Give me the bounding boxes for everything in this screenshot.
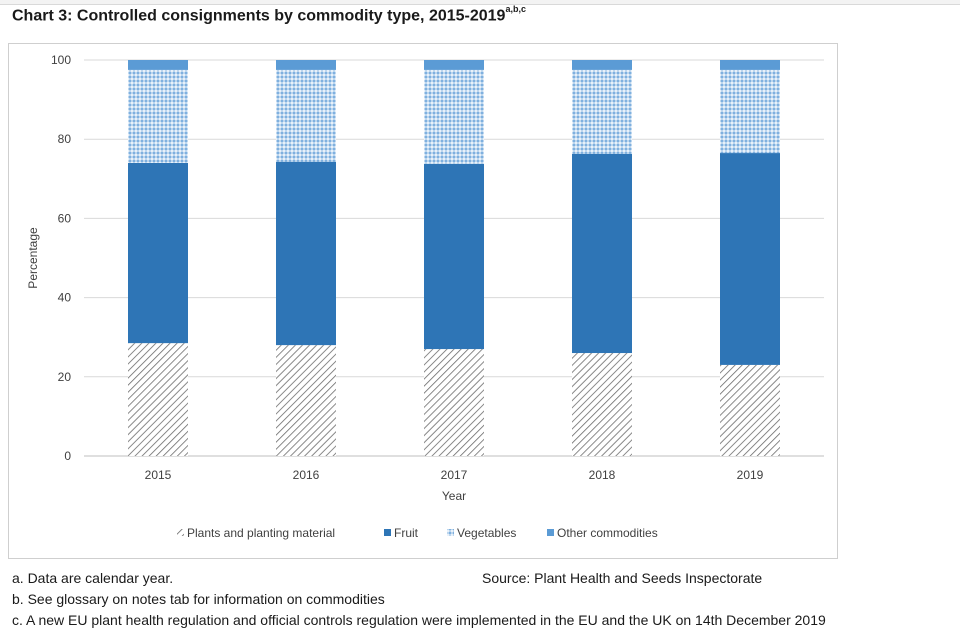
x-tick-label: 2018 — [589, 468, 616, 482]
note-c: c. A new EU plant health regulation and … — [12, 612, 826, 628]
stacked-bar-chart: 0 20 40 60 80 100 Percentage 2015 2016 2017 2018 20… — [26, 53, 824, 540]
chart-title: Chart 3: Controlled consignments by comm… — [12, 4, 526, 25]
bar-fruit-2019[interactable] — [720, 153, 780, 365]
chart-area[interactable]: 0 20 40 60 80 100 Percentage 2015 2016 2017 2018 20… — [8, 43, 838, 559]
bar-vegetables-2019[interactable] — [720, 69, 780, 154]
bar-fruit-2016[interactable] — [276, 161, 336, 346]
bar-plants-and-planting-material-2017[interactable] — [424, 349, 484, 456]
y-tick-label: 60 — [58, 211, 72, 225]
legend-label: Fruit — [394, 526, 419, 540]
bar-fruit-2018[interactable] — [572, 153, 632, 354]
x-tick-label: 2015 — [145, 468, 172, 482]
bar-vegetables-2018[interactable] — [572, 69, 632, 154]
y-tick-label: 0 — [64, 449, 71, 463]
chart-title-superscript: a,b,c — [505, 4, 526, 14]
bar-other-commodities-2015[interactable] — [128, 60, 188, 70]
y-tick-label: 40 — [58, 291, 72, 305]
x-tick-label: 2016 — [293, 468, 320, 482]
bar-other-commodities-2019[interactable] — [720, 60, 780, 70]
source-note: Source: Plant Health and Seeds Inspector… — [482, 570, 763, 586]
bar-other-commodities-2016[interactable] — [276, 60, 336, 70]
bar-plants-and-planting-material-2016[interactable] — [276, 345, 336, 456]
bar-plants-and-planting-material-2018[interactable] — [572, 353, 632, 456]
y-tick-label: 20 — [58, 370, 72, 384]
y-tick-label: 100 — [51, 53, 71, 67]
y-tick-label: 80 — [58, 132, 72, 146]
bar-fruit-2015[interactable] — [128, 162, 188, 344]
legend-label: Plants and planting material — [187, 526, 335, 540]
bar-vegetables-2017[interactable] — [424, 69, 484, 164]
legend-label: Vegetables — [457, 526, 516, 540]
x-axis-title: Year — [442, 489, 466, 503]
y-axis-title: Percentage — [26, 227, 40, 289]
legend-swatch-other-commodities — [547, 529, 554, 536]
x-tick-label: 2017 — [441, 468, 468, 482]
bar-fruit-2017[interactable] — [424, 163, 484, 350]
bar-plants-and-planting-material-2015[interactable] — [128, 343, 188, 456]
bar-other-commodities-2017[interactable] — [424, 60, 484, 70]
x-tick-label: 2019 — [737, 468, 764, 482]
bar-vegetables-2015[interactable] — [128, 69, 188, 163]
legend-swatch-fruit — [384, 529, 391, 536]
chart-title-text: Chart 3: Controlled consignments by comm… — [12, 7, 506, 25]
legend-swatch-plants-and-planting-material — [177, 529, 184, 536]
bar-plants-and-planting-material-2019[interactable] — [720, 364, 780, 456]
legend-swatch-vegetables — [447, 529, 454, 536]
spreadsheet-gridline-strip — [0, 0, 960, 5]
bar-other-commodities-2018[interactable] — [572, 60, 632, 70]
bar-vegetables-2016[interactable] — [276, 69, 336, 162]
legend-label: Other commodities — [557, 526, 658, 540]
note-b: b. See glossary on notes tab for informa… — [12, 591, 385, 607]
note-a: a. Data are calendar year. — [12, 570, 174, 586]
